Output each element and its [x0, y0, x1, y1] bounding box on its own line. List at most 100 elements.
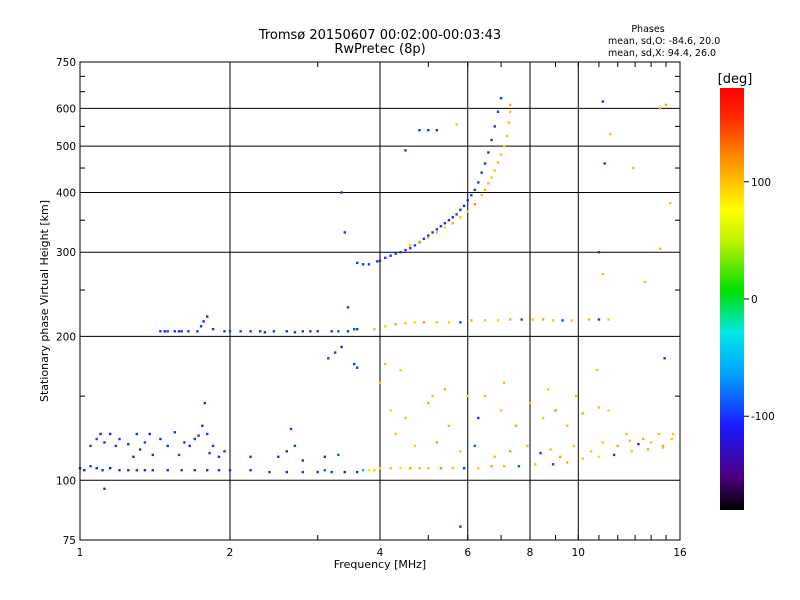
data-point [435, 129, 438, 132]
data-point [496, 161, 500, 164]
data-point [353, 328, 356, 331]
data-point [561, 319, 564, 322]
data-point [118, 437, 121, 441]
data-point [566, 461, 569, 464]
data-point [499, 97, 503, 100]
data-point [206, 469, 209, 472]
data-point [394, 432, 397, 436]
data-point [301, 330, 304, 333]
y-tick-label: 400 [56, 187, 76, 199]
data-point [399, 467, 402, 470]
data-point [601, 272, 604, 276]
data-point [601, 100, 604, 103]
data-point [343, 231, 346, 234]
data-point [356, 366, 359, 369]
data-point [487, 182, 490, 185]
data-point [409, 244, 412, 247]
y-tick-label: 750 [56, 57, 76, 69]
data-points [78, 97, 675, 528]
data-point [327, 357, 330, 360]
data-point [570, 319, 573, 322]
data-point [206, 432, 209, 436]
data-point [447, 424, 451, 427]
data-point [480, 193, 483, 197]
data-point [477, 467, 480, 470]
data-point [503, 381, 506, 384]
data-point [394, 323, 397, 326]
y-tick-label: 300 [56, 247, 76, 259]
data-point [597, 406, 601, 409]
data-point [384, 362, 387, 366]
data-point [473, 444, 476, 448]
data-point [138, 448, 142, 451]
data-point [470, 193, 473, 197]
data-point [399, 368, 402, 372]
data-point [589, 450, 593, 453]
data-point [373, 469, 376, 472]
data-point [135, 469, 138, 472]
data-point [166, 469, 169, 472]
data-point [103, 441, 106, 444]
phase-stats-o: mean, sd,O: -84.6, 20.0 [608, 36, 720, 47]
data-point [509, 110, 512, 113]
data-point [597, 251, 601, 254]
data-point [587, 318, 590, 321]
data-point [609, 132, 612, 136]
data-point [378, 467, 382, 470]
data-point [151, 469, 154, 472]
data-point [520, 318, 523, 321]
data-point [166, 444, 169, 448]
data-point [316, 330, 319, 333]
data-point [664, 103, 668, 107]
data-point [211, 328, 215, 331]
data-point [132, 455, 135, 458]
data-point [541, 318, 545, 321]
data-point [554, 409, 557, 412]
data-point [239, 330, 242, 333]
data-point [346, 306, 350, 309]
data-point [539, 451, 542, 455]
data-point [507, 121, 510, 124]
data-point [493, 125, 496, 128]
data-point [389, 467, 392, 470]
colorbar-tick-label: 0 [751, 294, 758, 306]
data-point [642, 437, 645, 441]
data-point [459, 208, 462, 211]
phase-stats-title: Phases [631, 24, 664, 35]
data-point [451, 467, 454, 470]
data-point [109, 432, 112, 436]
data-point [277, 455, 280, 458]
data-point [509, 103, 512, 107]
y-axis-label: Stationary phase Virtual Height [km] [38, 200, 51, 402]
data-point [404, 149, 407, 152]
x-axis-label: Frequency [MHz] [334, 558, 426, 571]
data-point [323, 455, 326, 458]
data-point [526, 444, 529, 448]
data-point [661, 446, 665, 449]
data-point [223, 450, 226, 453]
data-point [202, 320, 205, 323]
data-point [378, 381, 382, 384]
data-point [451, 216, 454, 219]
data-point [285, 470, 288, 474]
data-point [109, 467, 112, 470]
y-tick-label: 200 [56, 331, 76, 343]
data-point [95, 437, 98, 441]
data-point [289, 427, 293, 431]
data-point [422, 321, 426, 324]
data-point [628, 439, 632, 442]
data-point [439, 467, 443, 470]
data-point [534, 463, 537, 466]
data-point [356, 470, 359, 474]
data-point [183, 441, 186, 444]
y-tick-label: 500 [56, 141, 76, 153]
colorbar-label: [deg] [718, 72, 753, 87]
data-point [435, 321, 438, 324]
data-point [669, 201, 672, 205]
data-point [435, 228, 438, 231]
data-point [551, 463, 555, 466]
data-point [389, 409, 392, 412]
data-point [490, 465, 493, 468]
data-point [361, 263, 365, 266]
